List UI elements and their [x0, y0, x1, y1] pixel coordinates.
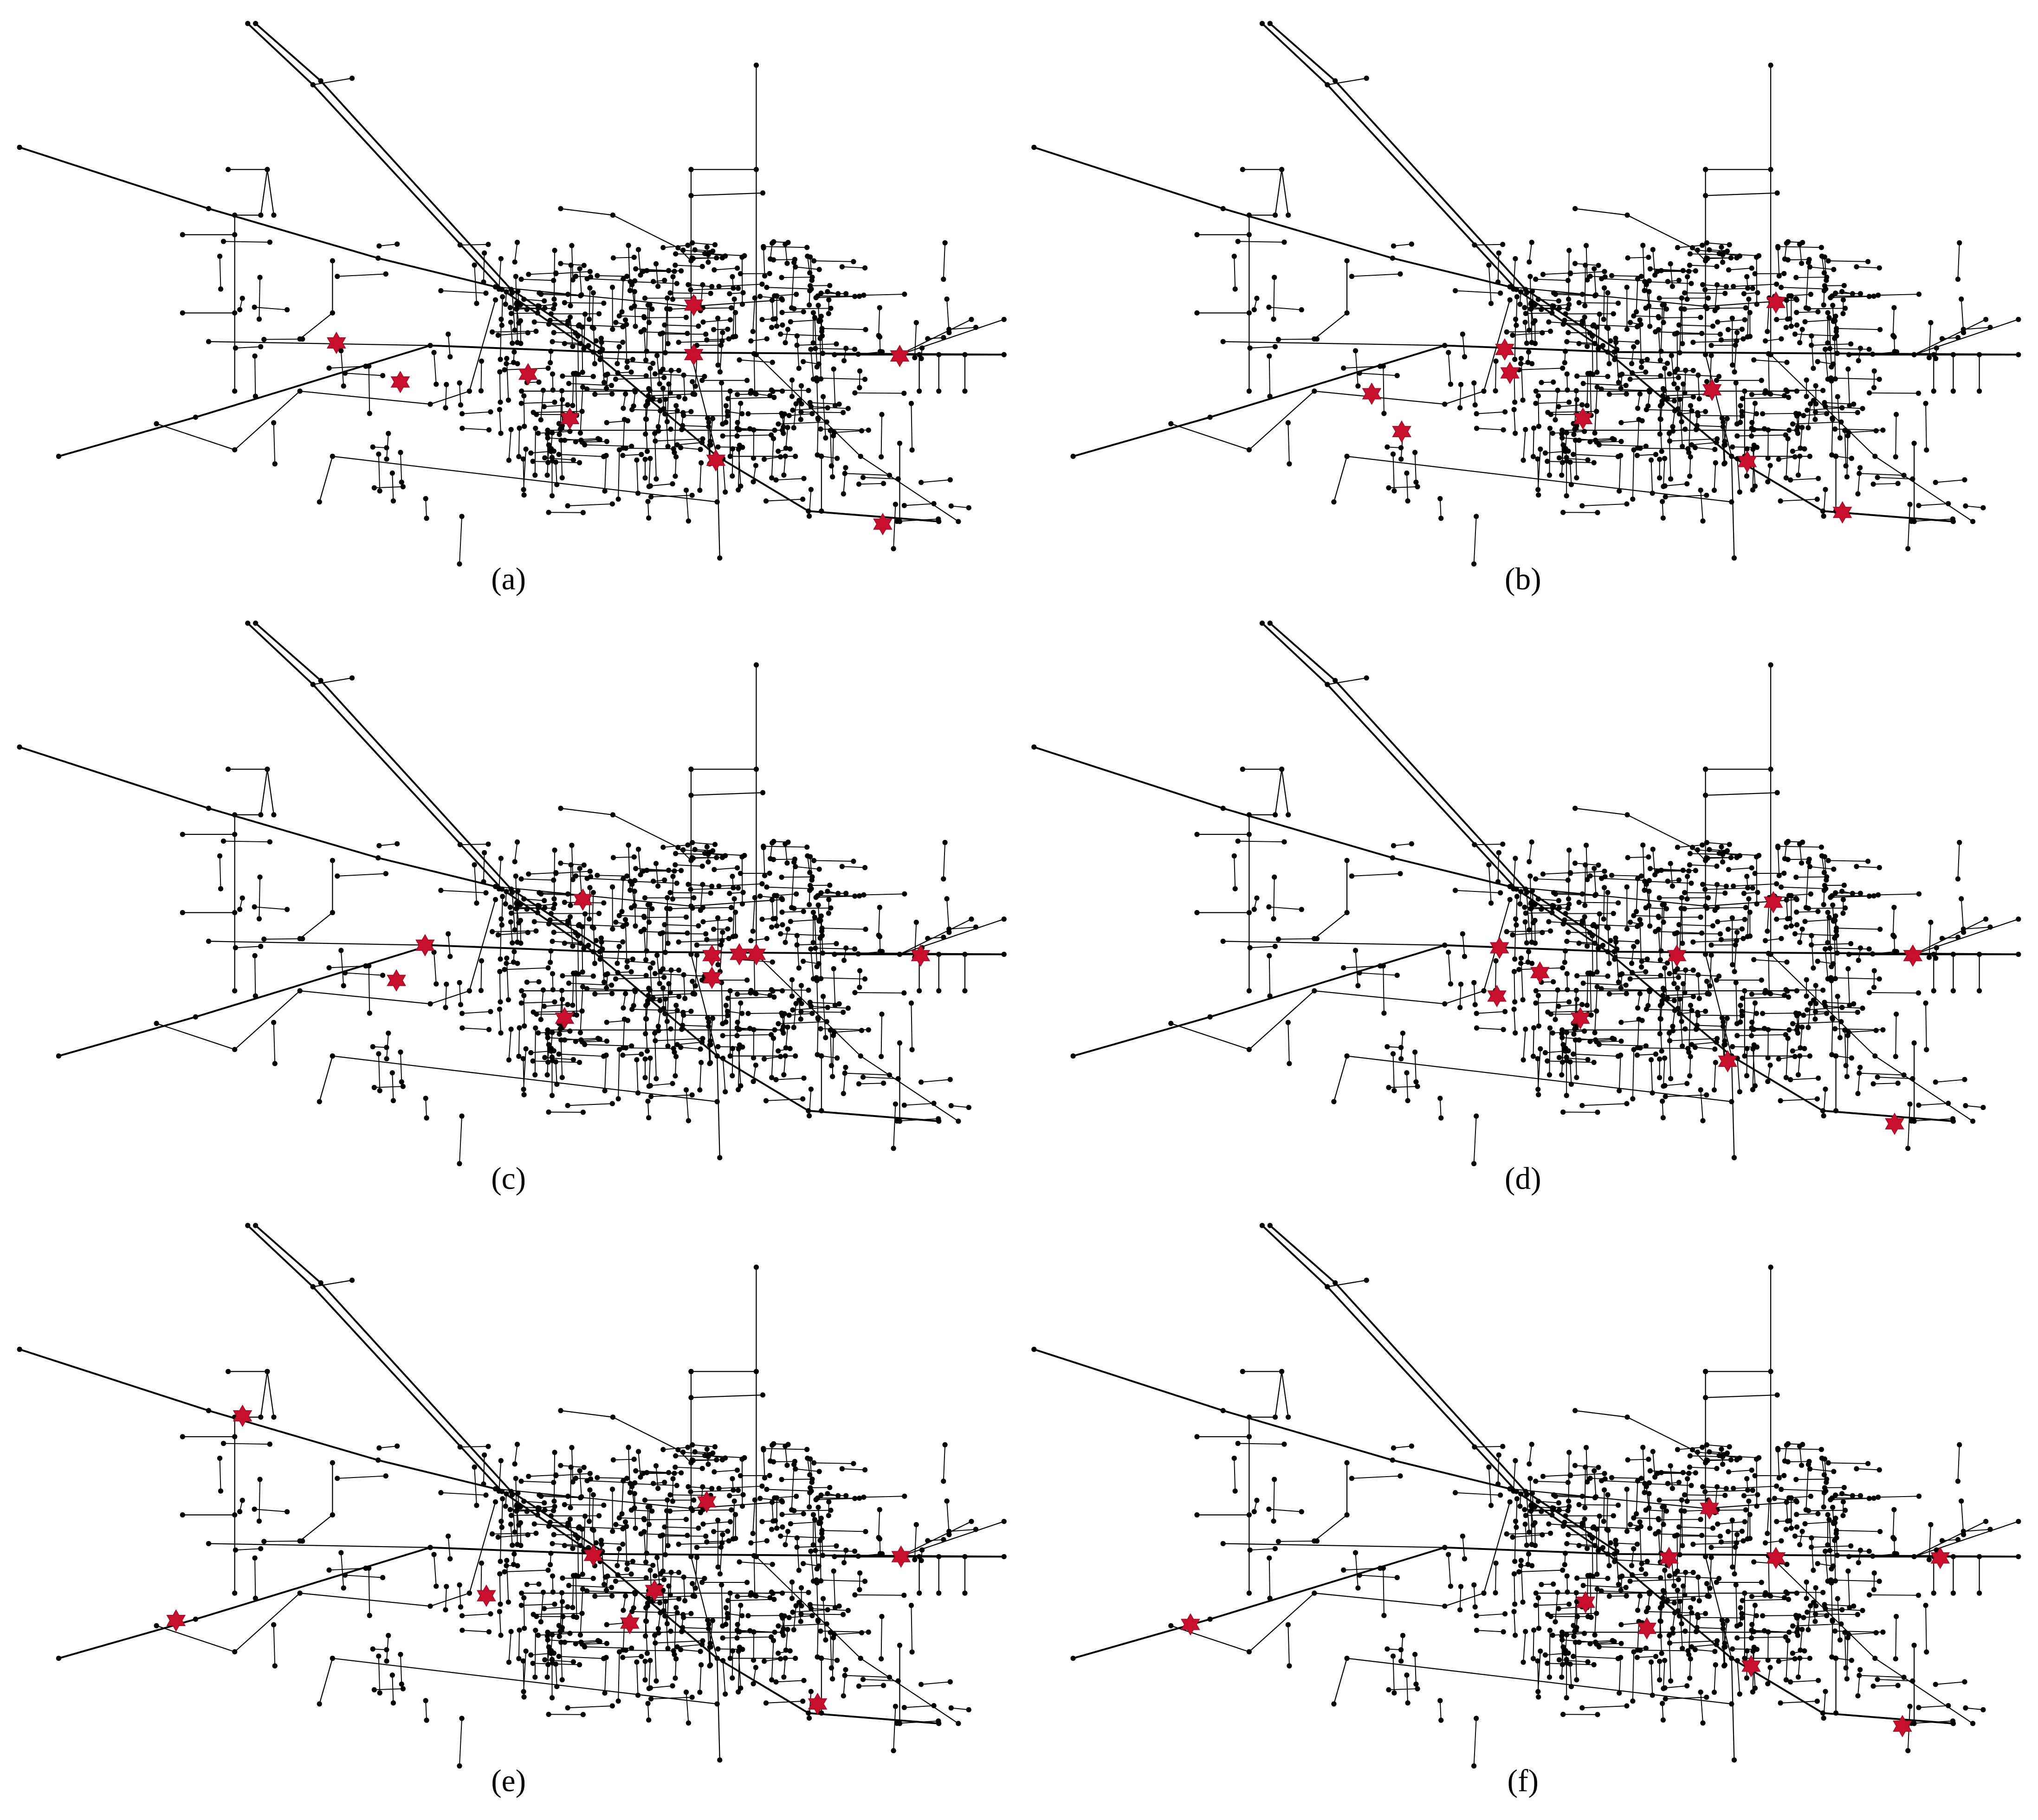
panel: (b) [1030, 20, 2022, 596]
panel-label: (c) [491, 1161, 526, 1196]
source-marker [1392, 420, 1411, 443]
source-marker [1181, 1613, 1200, 1635]
source-marker [167, 1609, 186, 1632]
panel: (d) [1030, 620, 2022, 1196]
panel: (e) [16, 1222, 1008, 1798]
source-marker [730, 943, 749, 965]
source-marker [1766, 1547, 1786, 1569]
source-marker [1764, 891, 1783, 913]
panel: (a) [16, 20, 1008, 596]
source-marker [684, 343, 703, 366]
network [16, 620, 1008, 1168]
panel: (f) [1030, 1222, 2022, 1798]
source-marker [1718, 1050, 1737, 1072]
source-marker [892, 1546, 911, 1568]
source-marker [1667, 945, 1687, 967]
source-marker [1490, 937, 1509, 959]
source-marker [1487, 985, 1507, 1007]
source-marker [890, 345, 909, 367]
network [16, 20, 1008, 568]
source-marker [1576, 1591, 1595, 1613]
source-marker [1500, 362, 1520, 384]
source-marker [620, 1612, 640, 1634]
source-marker [1766, 291, 1786, 314]
panel-label: (b) [1505, 561, 1541, 596]
source-marker [387, 969, 406, 992]
panel: (c) [16, 620, 1008, 1196]
source-marker [415, 934, 435, 956]
network [1030, 1222, 2022, 1770]
panel-label: (a) [491, 561, 526, 596]
source-marker [477, 1585, 496, 1607]
source-marker [1362, 383, 1381, 405]
source-marker [1903, 945, 1922, 967]
source-marker [518, 363, 538, 385]
panel-label: (f) [1507, 1763, 1539, 1798]
source-marker [391, 371, 410, 393]
network [1030, 620, 2022, 1168]
panel-label: (e) [491, 1763, 526, 1798]
panel-label: (d) [1505, 1161, 1541, 1196]
source-marker [808, 1693, 827, 1715]
source-marker [911, 945, 930, 967]
network [1030, 20, 2022, 568]
network [16, 1222, 1008, 1770]
source-marker [1495, 338, 1514, 361]
